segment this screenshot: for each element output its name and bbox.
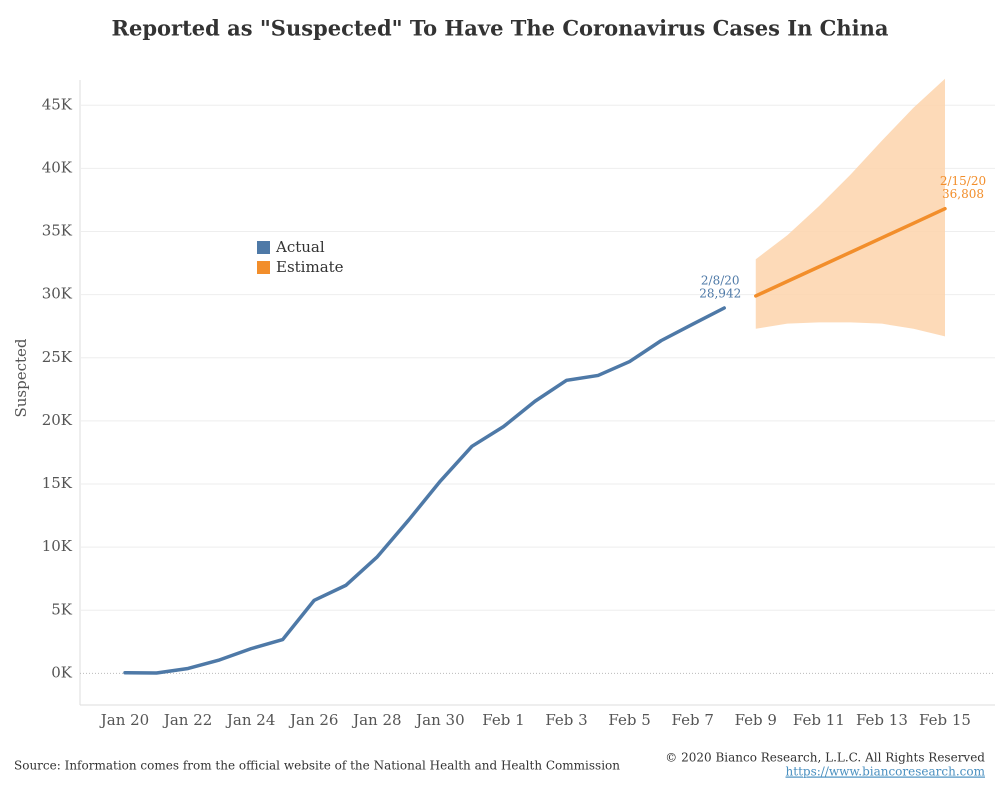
x-tick-label: Jan 24 xyxy=(225,711,275,729)
x-tick-label: Feb 13 xyxy=(856,711,908,729)
legend-swatch xyxy=(257,261,270,274)
data-label: 28,942 xyxy=(699,287,741,301)
y-tick-label: 5K xyxy=(51,600,73,618)
x-tick-label: Feb 1 xyxy=(482,711,524,729)
y-axis-label: Suspected xyxy=(12,338,30,417)
url[interactable]: https://www.biancoresearch.com xyxy=(786,765,986,779)
x-tick-label: Jan 30 xyxy=(414,711,464,729)
chart-title: Reported as "Suspected" To Have The Coro… xyxy=(112,16,889,41)
y-tick-label: 35K xyxy=(42,222,73,240)
x-tick-label: Feb 3 xyxy=(545,711,587,729)
legend-swatch xyxy=(257,241,270,254)
x-tick-label: Jan 28 xyxy=(351,711,401,729)
y-tick-label: 30K xyxy=(42,285,73,303)
series-line xyxy=(754,206,947,298)
x-tick-label: Feb 15 xyxy=(919,711,971,729)
x-tick-label: Jan 20 xyxy=(99,711,149,729)
x-tick-label: Jan 26 xyxy=(288,711,338,729)
y-tick-label: 40K xyxy=(42,158,73,176)
series-line xyxy=(123,306,726,675)
x-tick-label: Feb 5 xyxy=(608,711,650,729)
annotation-date: 2/8/20 xyxy=(701,274,740,288)
y-tick-label: 10K xyxy=(42,537,73,555)
y-tick-label: 25K xyxy=(42,348,73,366)
x-tick-label: Feb 7 xyxy=(671,711,713,729)
x-tick-label: Feb 9 xyxy=(735,711,777,729)
confidence-band xyxy=(755,78,945,337)
data-label: 36,808 xyxy=(942,187,984,201)
legend-label: Actual xyxy=(275,238,325,256)
x-tick-label: Jan 22 xyxy=(162,711,212,729)
y-tick-label: 15K xyxy=(42,474,73,492)
source: Source: Information comes from the offic… xyxy=(14,759,620,773)
copyright: © 2020 Bianco Research, L.L.C. All Right… xyxy=(665,751,985,765)
y-tick-label: 0K xyxy=(51,663,73,681)
annotation-date: 2/15/20 xyxy=(940,174,986,188)
x-tick-label: Feb 11 xyxy=(793,711,845,729)
y-tick-label: 45K xyxy=(42,95,73,113)
y-tick-label: 20K xyxy=(42,411,73,429)
legend-label: Estimate xyxy=(276,258,344,276)
